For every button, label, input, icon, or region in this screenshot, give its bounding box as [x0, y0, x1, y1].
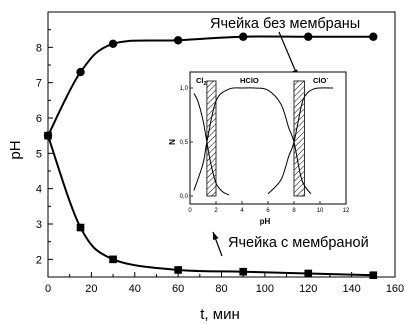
data-point-membrane [76, 223, 85, 232]
x-tick-label: 140 [342, 283, 360, 295]
arrowhead-membrane [213, 232, 219, 241]
data-point-no-membrane [238, 32, 248, 41]
y-axis-ticks: 2 3 4 5 6 7 8 [36, 29, 53, 266]
inset-y-tick-label: 0,5 [180, 140, 189, 146]
x-tick-label: 0 [45, 283, 51, 295]
y-axis-label: pH [7, 140, 24, 159]
inset-y-tick-label: 0,0 [180, 194, 189, 200]
x-axis-label: t, мин [200, 306, 239, 323]
series-markers [43, 32, 378, 280]
data-point-membrane [174, 266, 182, 274]
y-tick-label: 4 [36, 184, 42, 196]
y-tick-label: 7 [36, 78, 42, 90]
data-point-no-membrane [76, 67, 85, 77]
data-point-no-membrane [369, 32, 378, 41]
y-tick-label: 6 [36, 113, 42, 125]
inset-plot: 0 2 4 6 8 10 12 0,0 0,5 1,0 N pH Cl2 HClO ClO- [168, 71, 350, 226]
inset-y-axis-label: N [168, 139, 177, 145]
arrow-no-membrane [278, 31, 299, 78]
inset-x-tick-label: 0 [188, 208, 192, 214]
inset-x-tick-label: 4 [240, 208, 244, 214]
inset-label-cl2: Cl2 [196, 76, 207, 87]
inset-y-tick-label: 1,0 [180, 86, 189, 92]
inset-x-tick-label: 12 [343, 208, 350, 214]
y-tick-label: 2 [36, 254, 42, 266]
inset-x-axis-label: pH [260, 217, 271, 226]
data-point-membrane [109, 255, 117, 264]
inset-label-hclo: HClO [240, 76, 259, 85]
data-point-membrane [44, 131, 52, 140]
x-tick-label: 160 [386, 283, 404, 295]
x-tick-label: 120 [299, 283, 317, 295]
annotation-membrane: Ячейка с мембраной [228, 235, 369, 251]
data-point-membrane [369, 271, 378, 280]
data-point-no-membrane [173, 36, 183, 45]
hatched-region-basic [293, 80, 305, 197]
y-tick-label: 5 [36, 148, 42, 160]
inset-label-clo: ClO- [313, 76, 328, 85]
inset-x-tick-label: 6 [266, 208, 270, 214]
inset-x-tick-label: 10 [317, 208, 324, 214]
inset-line-clo [267, 87, 334, 195]
data-point-membrane [239, 267, 247, 276]
data-point-membrane [304, 269, 313, 278]
inset-y-axis-ticks: 0,0 0,5 1,0 [180, 86, 193, 200]
annotation-no-membrane: Ячейка без мембраны [210, 16, 360, 32]
data-point-no-membrane [304, 32, 313, 41]
inset-line-cl2 [193, 93, 230, 196]
inset-x-tick-label: 8 [292, 208, 296, 214]
x-tick-label: 100 [256, 283, 274, 295]
x-axis-ticks: 0 20 40 60 80 100 120 140 160 [45, 272, 404, 295]
annotations: Ячейка без мембраны Ячейка с мембраной [210, 16, 369, 257]
inset-x-tick-label: 2 [214, 208, 218, 214]
y-tick-label: 3 [36, 219, 42, 231]
inset-x-axis-ticks: 0 2 4 6 8 10 12 [188, 201, 350, 214]
data-point-no-membrane [108, 39, 118, 48]
x-tick-label: 40 [129, 283, 141, 295]
x-tick-label: 60 [172, 283, 184, 295]
x-tick-label: 80 [215, 283, 227, 295]
y-tick-label: 8 [36, 42, 42, 54]
hatched-region-acidic [206, 80, 217, 197]
x-tick-label: 20 [85, 283, 97, 295]
